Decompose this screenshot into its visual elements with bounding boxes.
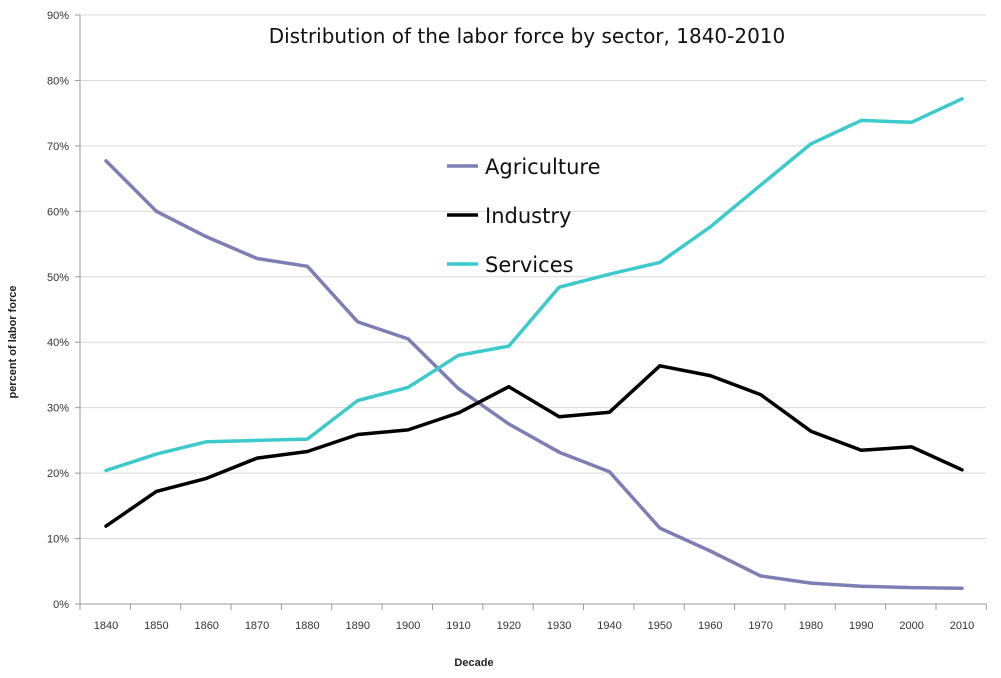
x-tick-label: 1970 (748, 620, 772, 632)
legend: Agriculture Industry Services (447, 155, 601, 277)
y-tick-label: 40% (47, 337, 69, 349)
y-tick-label: 0% (53, 599, 69, 611)
y-tick-labels: 0% 10% 20% 30% 40% 50% 60% 70% 80% 90% (47, 10, 69, 611)
y-tick-label: 90% (47, 10, 69, 22)
y-tick-label: 30% (47, 403, 69, 415)
gridlines (80, 14, 986, 540)
y-tick-label: 50% (47, 272, 69, 284)
chart-title: Distribution of the labor force by secto… (269, 24, 786, 48)
y-tick-label: 70% (47, 141, 69, 153)
y-tick-label: 10% (47, 534, 69, 546)
x-tick-label: 1850 (144, 620, 168, 632)
x-tick-label: 2010 (950, 620, 974, 632)
x-tick-label: 1890 (346, 620, 370, 632)
legend-label-agriculture: Agriculture (485, 155, 601, 179)
y-axis-label: percent of labor force (7, 285, 19, 398)
series-lines (104, 97, 964, 591)
x-tick-label: 1990 (849, 620, 873, 632)
x-tick-labels: 1840 1850 1860 1870 1880 1890 1900 1910 1920 1930… (94, 620, 974, 632)
x-tick-label: 2000 (899, 620, 923, 632)
series-line-agriculture (104, 159, 964, 591)
x-tick-label: 1840 (94, 620, 118, 632)
legend-label-services: Services (485, 253, 574, 277)
y-tick-label: 60% (47, 206, 69, 218)
x-tick-label: 1950 (648, 620, 672, 632)
y-tick-label: 80% (47, 75, 69, 87)
x-tick-label: 1920 (497, 620, 521, 632)
x-tick-label: 1960 (698, 620, 722, 632)
x-axis-label: Decade (454, 657, 493, 669)
x-tick-label: 1930 (547, 620, 571, 632)
x-tick-label: 1880 (295, 620, 319, 632)
x-tick-label: 1910 (446, 620, 470, 632)
legend-label-industry: Industry (485, 204, 571, 228)
axes (75, 14, 987, 610)
x-tick-label: 1870 (245, 620, 269, 632)
series-line-services (104, 97, 964, 473)
x-tick-label: 1900 (396, 620, 420, 632)
x-tick-label: 1940 (597, 620, 621, 632)
y-tick-label: 20% (47, 468, 69, 480)
x-tick-label: 1860 (194, 620, 218, 632)
series-line-industry (104, 364, 964, 528)
x-tick-label: 1980 (799, 620, 823, 632)
